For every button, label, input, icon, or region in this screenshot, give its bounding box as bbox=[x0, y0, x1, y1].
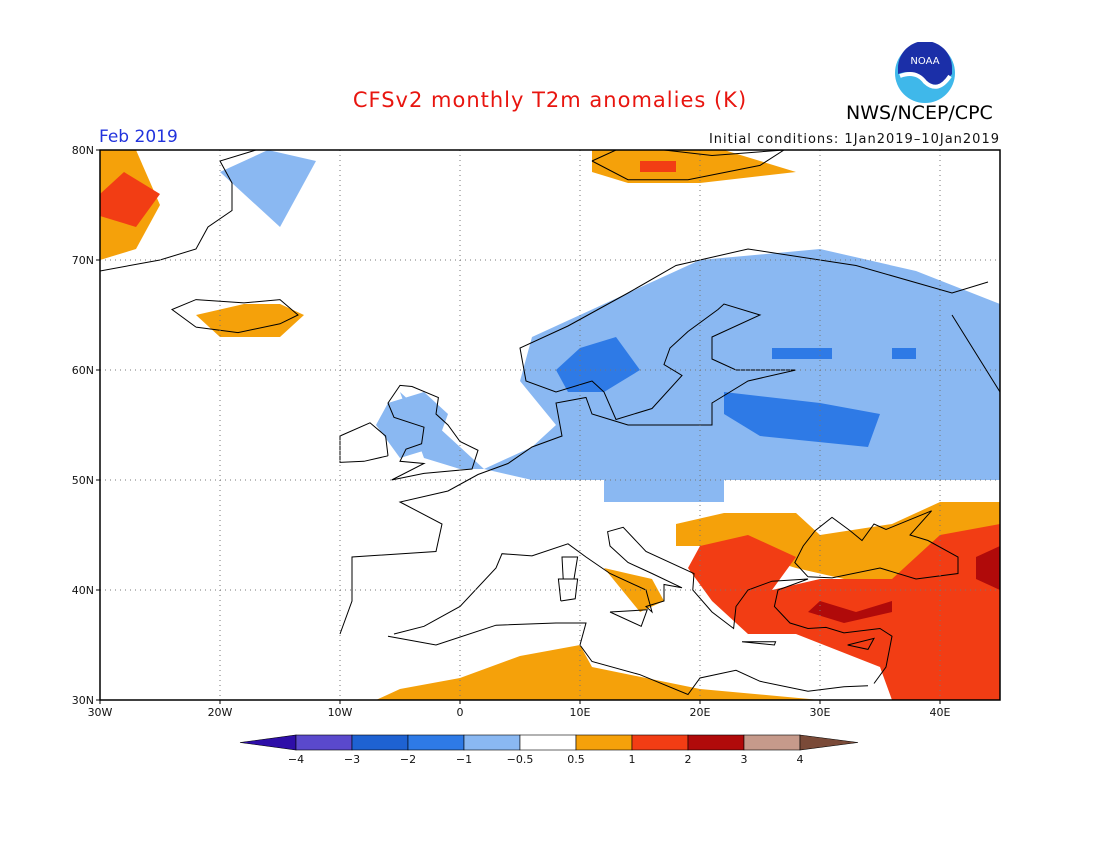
agency-label: NWS/NCEP/CPC bbox=[846, 102, 993, 124]
coastline bbox=[561, 556, 579, 580]
coastline bbox=[741, 641, 777, 646]
colorbar-segment bbox=[799, 734, 859, 751]
lon-label: 20W bbox=[208, 706, 233, 719]
anomaly-region bbox=[604, 480, 724, 502]
colorbar-label: 1 bbox=[629, 753, 636, 766]
colorbar-segment bbox=[631, 734, 689, 751]
coastline bbox=[847, 637, 875, 650]
anomaly-region bbox=[376, 392, 448, 458]
colorbar-label: −4 bbox=[288, 753, 304, 766]
colorbar-label: 2 bbox=[685, 753, 692, 766]
coastline bbox=[794, 510, 959, 580]
anomaly-region bbox=[196, 304, 304, 337]
lat-label: 60N bbox=[72, 364, 94, 377]
anomaly-region bbox=[376, 645, 820, 700]
lat-label: 40N bbox=[72, 584, 94, 597]
anomaly-region bbox=[100, 172, 160, 227]
lon-label: 10E bbox=[570, 706, 591, 719]
anomaly-region bbox=[976, 546, 1000, 590]
colorbar-segment bbox=[463, 734, 521, 751]
anomaly-region bbox=[556, 337, 640, 392]
colorbar-segment bbox=[687, 734, 745, 751]
colorbar-label: −3 bbox=[344, 753, 360, 766]
lat-label: 80N bbox=[72, 144, 94, 157]
lon-label: 30E bbox=[810, 706, 831, 719]
noaa-logo-icon: NOAA bbox=[895, 42, 955, 103]
anomaly-region bbox=[592, 150, 796, 183]
lat-label: 50N bbox=[72, 474, 94, 487]
map-title: CFSv2 monthly T2m anomalies (K) bbox=[352, 88, 748, 112]
colorbar-segment bbox=[743, 734, 801, 751]
colorbar-label: −0.5 bbox=[507, 753, 534, 766]
colorbar-segment bbox=[295, 734, 353, 751]
colorbar-label: −1 bbox=[456, 753, 472, 766]
lon-label: 20E bbox=[690, 706, 711, 719]
colorbar-label: −2 bbox=[400, 753, 416, 766]
coastline bbox=[100, 150, 257, 272]
colorbar-segment bbox=[519, 734, 577, 751]
colorbar-segment bbox=[575, 734, 633, 751]
coastline bbox=[170, 299, 299, 334]
coastline bbox=[951, 314, 1000, 394]
anomaly-region bbox=[640, 161, 676, 172]
map-frame bbox=[99, 149, 1001, 701]
lat-label: 30N bbox=[72, 694, 94, 707]
colorbar-segment bbox=[351, 734, 409, 751]
coastline bbox=[609, 609, 648, 627]
lat-label: 70N bbox=[72, 254, 94, 267]
colorbar-segment bbox=[239, 734, 297, 751]
anomaly-region bbox=[772, 348, 832, 359]
colorbar-segment bbox=[407, 734, 465, 751]
logo-text: NOAA bbox=[910, 56, 939, 67]
anomaly-region bbox=[724, 392, 880, 447]
initial-conditions: Initial conditions: 1Jan2019–10Jan2019 bbox=[708, 132, 1000, 147]
forecast-period: Feb 2019 bbox=[99, 127, 178, 147]
colorbar-label: 4 bbox=[797, 753, 804, 766]
anomaly-region bbox=[220, 150, 316, 227]
lon-label: 30W bbox=[88, 706, 113, 719]
anomaly-region bbox=[808, 601, 892, 623]
coastline bbox=[387, 384, 479, 481]
coastline bbox=[339, 248, 989, 635]
colorbar-label: 0.5 bbox=[567, 753, 585, 766]
lon-label: 10W bbox=[328, 706, 353, 719]
coastline bbox=[557, 578, 579, 602]
lon-label: 0 bbox=[457, 706, 464, 719]
lon-label: 40E bbox=[930, 706, 951, 719]
colorbar-label: 3 bbox=[741, 753, 748, 766]
coastline bbox=[591, 150, 785, 181]
coastline bbox=[393, 526, 893, 684]
anomaly-region bbox=[892, 348, 916, 359]
coastline bbox=[387, 622, 869, 696]
